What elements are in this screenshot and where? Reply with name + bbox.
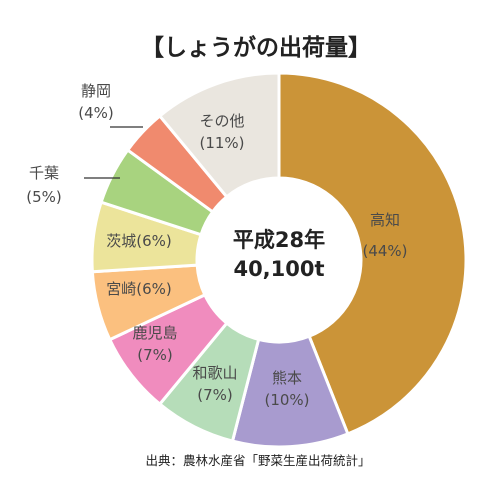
- pie-slice-9: [157, 71, 281, 199]
- chart-title: 【しょうがの出荷量】: [141, 34, 371, 61]
- slice-name-1: 高知: [370, 211, 400, 229]
- center-year: 平成28年: [233, 228, 325, 252]
- slice-name-4: 鹿児島: [132, 324, 177, 342]
- slice-percent-7: (5%): [26, 188, 62, 206]
- slice-name-8: 静岡: [81, 82, 111, 100]
- slice-percent-3: (7%): [197, 386, 233, 404]
- source-note: 出典：農林水産省「野菜生産出荷統計」: [145, 453, 370, 468]
- pie-slices: [90, 71, 468, 449]
- pie-slice-1: [277, 71, 468, 436]
- center-total: 40,100t: [233, 257, 324, 281]
- slice-percent-9: (11%): [199, 134, 244, 152]
- slice-name-9: その他: [199, 112, 244, 130]
- slice-percent-8: (4%): [78, 104, 114, 122]
- slice-percent-2: (10%): [264, 391, 309, 409]
- slice-name-2: 熊本: [272, 369, 302, 387]
- slice-labels: 高知 (44%) 熊本 (10%) 和歌山 (7%) 鹿児島 (7%) 宮崎(6%) 茨城(6%)…: [26, 82, 407, 409]
- slice-name-3: 和歌山: [192, 364, 237, 382]
- slice-percent-1: (44%): [362, 242, 407, 260]
- slice-label-5: 宮崎(6%): [106, 280, 172, 298]
- slice-percent-4: (7%): [137, 346, 173, 364]
- slice-name-7: 千葉: [29, 164, 59, 182]
- slice-label-6: 茨城(6%): [106, 232, 172, 250]
